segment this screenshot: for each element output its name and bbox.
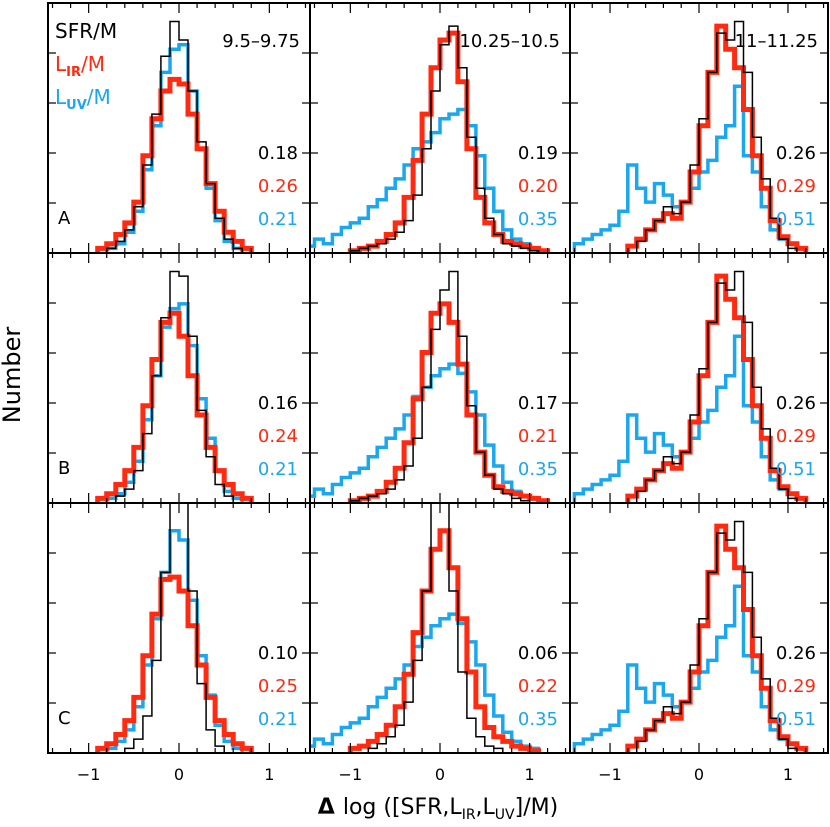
panel-r0-c0: 0.18 0.26 0.21 9.5–9.75 A [47,2,311,254]
x-axis-label-prefix: log ([SFR,L [343,795,463,820]
scatter-ir-value: 0.29 [776,676,816,697]
x-tick-label: 1 [525,765,535,784]
histogram-sfr [635,520,798,753]
scatter-uv-value: 0.35 [518,209,558,230]
scatter-sfr-value: 0.26 [776,143,816,164]
x-tick-label: 0 [435,765,445,784]
panel-r1-c2: 0.26 0.29 0.51 [569,252,829,504]
x-axis-label-sub-ir: IR [462,807,476,823]
scatter-sfr-value: 0.16 [258,393,298,414]
histogram-ir [95,574,254,753]
panel-r0-c2: 0.26 0.29 0.51 11–11.25 [569,2,829,254]
panel-r2-c1: 0.06 0.22 0.35 [309,502,571,754]
x-tick-label: 1 [783,765,793,784]
scatter-sfr-value: 0.10 [258,643,298,664]
scatter-sfr-value: 0.17 [518,393,558,414]
panel-histograms [310,270,551,503]
panel-histograms [572,20,809,253]
histogram-sfr [367,503,504,753]
scatter-ir-value: 0.22 [518,676,558,697]
histogram-sfr [349,25,540,253]
x-tick-label: 1 [264,765,274,784]
row-label: C [58,708,71,729]
scatter-uv-value: 0.21 [258,459,298,480]
panel-histograms [95,270,254,503]
scatter-uv-value: 0.51 [776,709,816,730]
scatter-sfr-value: 0.18 [258,143,298,164]
histogram-sfr [635,270,798,503]
x-axis-label-sub-uv: UV [495,807,515,823]
x-tick-label: −1 [598,765,622,784]
panel-histograms [310,25,551,253]
row-label: A [58,208,71,229]
scatter-uv-value: 0.21 [258,709,298,730]
legend-entry: LIR/M [55,52,105,80]
panel-r1-c1: 0.17 0.21 0.35 [309,252,571,504]
x-tick-label: −1 [77,765,101,784]
scatter-uv-value: 0.21 [258,209,298,230]
mass-bin-label: 11–11.25 [735,31,818,52]
x-tick-labels: −1 0 1 −1 0 1 −1 0 1 [77,765,793,784]
panels-layer: 0.18 0.26 0.21 9.5–9.75 A 0.19 0.20 0.35 10.25–1… [47,2,829,754]
x-tick-label: 0 [174,765,184,784]
scatter-ir-value: 0.29 [776,426,816,447]
panel-histograms [95,503,254,753]
x-axis-label-suffix: ]/M) [515,795,559,820]
histogram-ir [347,301,551,503]
histogram-sfr [105,20,243,253]
legend: SFR/M LIR/M LUV/M [55,19,117,113]
scatter-sfr-value: 0.19 [518,143,558,164]
histogram-sfr [635,20,798,253]
scatter-uv-value: 0.35 [518,459,558,480]
mass-bin-label: 10.25–10.5 [459,31,560,52]
scatter-sfr-value: 0.26 [776,643,816,664]
x-axis-label-delta: Δ [318,795,335,820]
histogram-sfr [115,270,234,503]
panel-histograms [310,503,542,753]
panel-histograms [572,520,809,753]
scatter-ir-value: 0.21 [518,426,558,447]
scatter-ir-value: 0.26 [258,176,298,197]
scatter-uv-value: 0.35 [518,709,558,730]
scatter-uv-value: 0.51 [776,209,816,230]
panel-r2-c2: 0.26 0.29 0.51 [569,502,829,754]
x-axis-label-mid: ,L [476,795,496,820]
scatter-sfr-value: 0.26 [776,393,816,414]
histogram-sfr [349,270,531,503]
scatter-sfr-value: 0.06 [518,643,558,664]
row-label: B [58,458,70,479]
histogram-ir [95,310,254,503]
scatter-ir-value: 0.20 [518,176,558,197]
x-tick-label: 0 [694,765,704,784]
panel-histograms [572,270,809,503]
x-tick-label: −1 [339,765,363,784]
panel-r2-c0: 0.10 0.25 0.21 C [47,502,311,754]
histogram-ir [347,528,542,753]
histogram-sfr [124,503,225,753]
scatter-ir-value: 0.29 [776,176,816,197]
panel-histograms [95,20,254,253]
scatter-ir-value: 0.24 [258,426,298,447]
legend-entry: LUV/M [55,85,111,113]
panel-r0-c1: 0.19 0.20 0.35 10.25–10.5 [309,2,571,254]
legend-entry: SFR/M [55,19,117,43]
histogram-ir [95,76,254,253]
scatter-ir-value: 0.25 [258,676,298,697]
scatter-uv-value: 0.51 [776,459,816,480]
panel-r1-c0: 0.16 0.24 0.21 B [47,252,311,504]
mass-bin-label: 9.5–9.75 [222,31,300,52]
y-axis-label: Number [0,327,26,424]
